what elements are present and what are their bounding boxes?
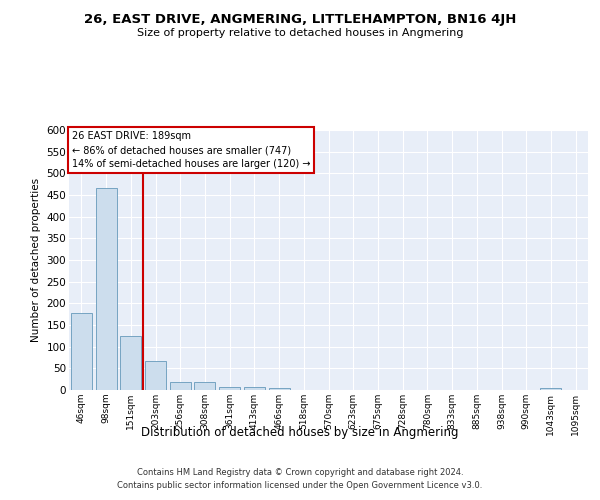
Text: Distribution of detached houses by size in Angmering: Distribution of detached houses by size … (141, 426, 459, 439)
Bar (194, 382, 215, 390)
Text: Contains HM Land Registry data © Crown copyright and database right 2024.: Contains HM Land Registry data © Crown c… (137, 468, 463, 477)
Bar (244, 388, 265, 390)
Y-axis label: Number of detached properties: Number of detached properties (31, 178, 41, 342)
Text: 26 EAST DRIVE: 189sqm
← 86% of detached houses are smaller (747)
14% of semi-det: 26 EAST DRIVE: 189sqm ← 86% of detached … (71, 132, 310, 170)
Text: Size of property relative to detached houses in Angmering: Size of property relative to detached ho… (137, 28, 463, 38)
Bar (269, 388, 290, 390)
Text: Contains public sector information licensed under the Open Government Licence v3: Contains public sector information licen… (118, 480, 482, 490)
Bar (145, 360, 166, 390)
Bar (170, 382, 191, 390)
Bar (95, 188, 116, 390)
Bar (120, 336, 141, 390)
Bar (541, 388, 562, 390)
Bar (219, 386, 240, 390)
Bar (71, 313, 92, 390)
Text: 26, EAST DRIVE, ANGMERING, LITTLEHAMPTON, BN16 4JH: 26, EAST DRIVE, ANGMERING, LITTLEHAMPTON… (84, 12, 516, 26)
